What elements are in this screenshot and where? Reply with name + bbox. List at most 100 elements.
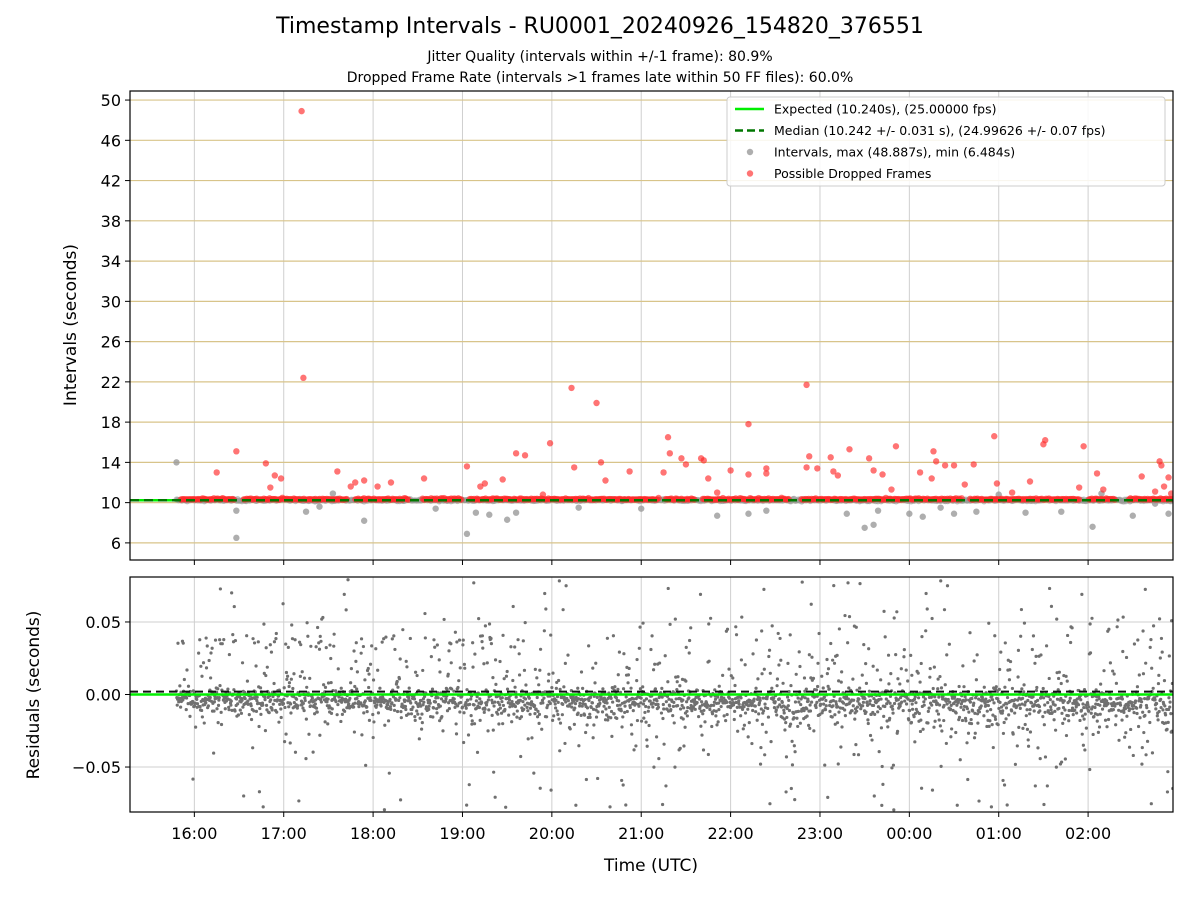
residual-point <box>1020 687 1024 691</box>
residual-point <box>390 701 394 705</box>
interval-point <box>745 510 752 517</box>
residual-point <box>877 750 881 754</box>
residual-point <box>292 700 296 705</box>
intervals-ytick-label: 22 <box>101 373 121 392</box>
residual-point <box>796 724 800 729</box>
residual-point <box>560 713 564 717</box>
interval-point <box>861 524 868 531</box>
residual-point <box>962 708 966 712</box>
residual-point <box>263 729 268 733</box>
residual-point <box>389 707 393 711</box>
residual-point <box>943 683 947 687</box>
residual-point <box>664 700 668 704</box>
residual-point <box>707 622 711 626</box>
dropped-frame-point <box>1138 473 1145 480</box>
residual-point <box>1054 765 1058 769</box>
residual-point <box>511 678 515 683</box>
residual-point <box>450 687 454 691</box>
residual-point <box>1069 640 1073 645</box>
residual-point <box>554 686 558 690</box>
residual-point <box>1038 756 1042 761</box>
residual-point <box>780 700 784 704</box>
residual-point <box>284 670 289 675</box>
interval-point <box>1058 508 1065 515</box>
residual-point <box>1047 676 1051 681</box>
residual-point <box>1097 725 1102 729</box>
residual-point <box>555 709 559 713</box>
residual-point <box>831 658 835 662</box>
residual-point <box>230 591 234 595</box>
residual-point <box>886 725 890 729</box>
residual-point <box>209 676 213 680</box>
residual-point <box>300 670 304 674</box>
residual-point <box>593 681 597 685</box>
residual-point <box>936 677 940 681</box>
dropped-frame-point <box>626 468 633 475</box>
residual-point <box>975 653 979 657</box>
residual-point <box>585 723 589 727</box>
residual-point <box>913 740 917 744</box>
residual-point <box>964 698 968 702</box>
dropped-frame-point <box>666 450 674 457</box>
residual-point <box>313 712 317 716</box>
residual-point <box>858 582 862 586</box>
residual-point <box>263 695 267 699</box>
residual-point <box>1168 700 1172 704</box>
residual-point <box>572 699 576 703</box>
residual-point <box>954 711 958 715</box>
residual-point <box>322 683 326 687</box>
residual-point <box>710 724 714 729</box>
residual-point <box>457 638 462 642</box>
residual-point <box>272 681 276 686</box>
residual-point <box>746 707 750 711</box>
residual-point <box>466 698 470 702</box>
dropped-frame-point <box>916 469 924 476</box>
residual-point <box>980 695 985 699</box>
dropped-frame-point <box>512 450 520 457</box>
residual-point <box>734 625 738 629</box>
residual-point <box>1087 705 1091 709</box>
residual-point <box>1047 586 1052 591</box>
residual-point <box>1124 655 1129 660</box>
residual-point <box>558 687 562 691</box>
residual-point <box>1063 708 1067 712</box>
residual-point <box>591 736 595 740</box>
residual-point <box>918 729 923 734</box>
residual-point <box>655 699 659 703</box>
residual-point <box>984 697 988 701</box>
dropped-frame-point <box>682 461 690 468</box>
residual-point <box>1139 697 1143 701</box>
residual-point <box>1017 703 1022 707</box>
residual-point <box>269 650 274 654</box>
residual-point <box>697 697 701 701</box>
residual-point <box>814 688 819 692</box>
interval-point <box>874 507 882 514</box>
residual-point <box>843 613 847 618</box>
residual-point <box>236 702 240 706</box>
residual-point <box>271 702 275 706</box>
residual-point <box>1020 702 1024 706</box>
residual-point <box>500 699 504 704</box>
residual-point <box>783 728 787 732</box>
residual-point <box>914 707 918 711</box>
residual-point <box>859 707 863 711</box>
residual-point <box>1045 784 1049 788</box>
residual-point <box>403 704 408 709</box>
residual-point <box>606 718 610 722</box>
residual-point <box>904 702 909 706</box>
residual-point <box>1081 702 1085 706</box>
residual-point <box>785 715 789 720</box>
residual-point <box>511 604 515 609</box>
residual-point <box>1029 701 1034 705</box>
residual-point <box>263 697 267 702</box>
residual-point <box>671 714 675 718</box>
residual-point <box>642 699 646 703</box>
residual-point <box>469 714 473 718</box>
residual-point <box>839 745 843 749</box>
dropped-frame-point <box>834 472 842 479</box>
residual-point <box>209 651 213 655</box>
residual-point <box>940 729 944 733</box>
residual-point <box>945 653 949 657</box>
residual-point <box>1109 697 1113 701</box>
